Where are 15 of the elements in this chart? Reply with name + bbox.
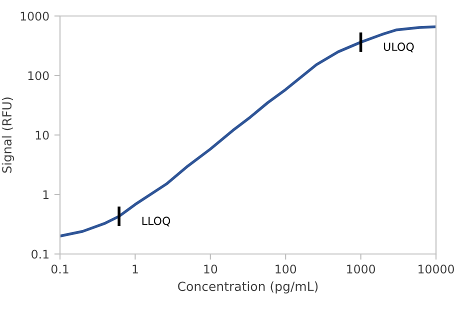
annotation: ULOQ — [384, 42, 414, 52]
y-tick-label: 1 — [43, 190, 48, 199]
x-tick-label: 100 — [276, 264, 296, 274]
y-axis-title: Signal (RFU) — [2, 98, 14, 173]
x-tick-label: 10 — [204, 264, 218, 274]
x-tick-label: 0.1 — [51, 264, 68, 274]
x-tick-label: 1000 — [347, 264, 376, 274]
y-tick-label: 10 — [36, 130, 49, 140]
y-tick-label: 1000 — [20, 12, 49, 21]
y-tick-label: 100 — [28, 71, 49, 80]
annotation: LLOQ — [142, 216, 170, 226]
x-axis-title: Concentration (pg/mL) — [178, 281, 318, 294]
x-tick-label: 10000 — [418, 264, 454, 274]
y-tick-label: 0.1 — [32, 250, 48, 259]
x-tick-label: 1 — [132, 264, 138, 274]
